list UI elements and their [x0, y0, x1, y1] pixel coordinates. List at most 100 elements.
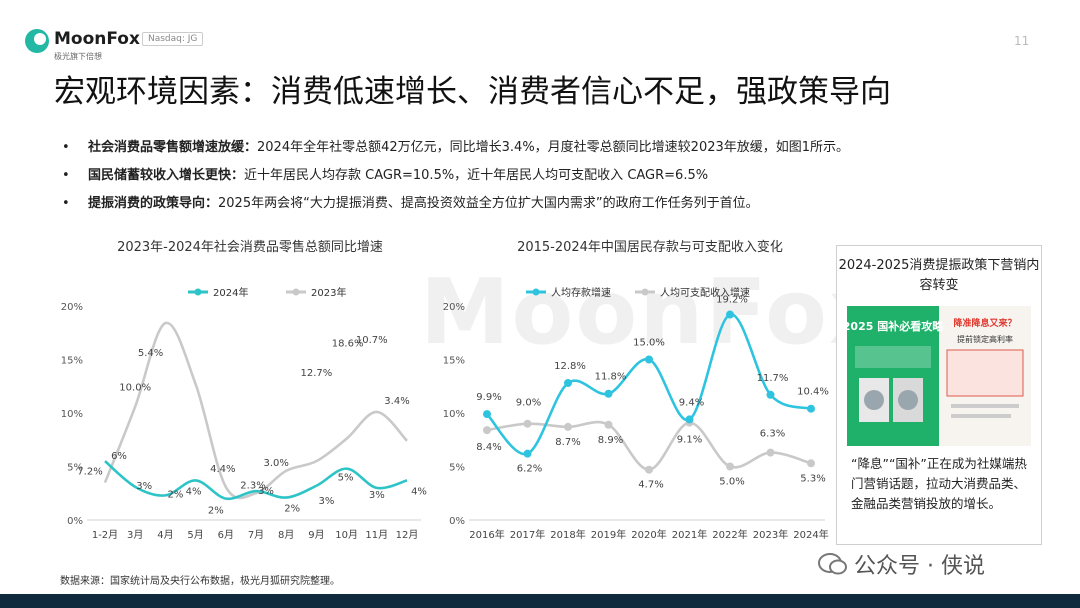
data-label: 2% — [284, 504, 300, 515]
x-tick-label: 12月 — [396, 529, 419, 541]
data-label: 4.4% — [210, 464, 235, 475]
data-label: 4% — [411, 486, 427, 497]
data-label: 2.3% — [240, 480, 265, 491]
data-label: 3.0% — [263, 458, 288, 469]
bullet-text: 2025年两会将“大力提振消费、提高投资效益全方位扩大国内需求”的政府工作任务列… — [218, 196, 759, 211]
data-label: 15.0% — [633, 338, 665, 349]
data-label: 9.4% — [679, 397, 704, 408]
y-tick-label: 20% — [61, 302, 83, 313]
poster-right-subtext: 提前锁定高利率 — [957, 334, 1013, 344]
data-point — [807, 459, 815, 468]
y-tick-label: 10% — [61, 409, 83, 420]
nasdaq-badge: Nasdaq: JG — [142, 32, 204, 46]
moonfox-logo-icon — [25, 29, 49, 53]
policy-callout: 2024-2025消费提振政策下营销内容转变 2025 国补必看攻略 降准降息又… — [836, 245, 1042, 545]
x-tick-label: 11月 — [365, 529, 388, 541]
x-tick-label: 4月 — [157, 529, 173, 541]
data-point — [523, 449, 532, 458]
data-point — [604, 420, 613, 429]
data-label: 18.6% — [332, 339, 364, 350]
data-label: 5.4% — [138, 348, 163, 359]
data-label: 19.2% — [716, 295, 748, 306]
data-label: 3% — [258, 486, 274, 497]
bullet-item: • 提振消费的政策导向：2025年两会将“大力提振消费、提高投资效益全方位扩大国内… — [62, 196, 759, 211]
data-point — [766, 448, 775, 457]
data-point — [807, 404, 815, 413]
legend-marker — [292, 288, 300, 296]
legend-label: 2023年 — [311, 286, 346, 299]
data-label: 6.3% — [760, 429, 785, 440]
wechat-icon — [818, 553, 847, 575]
data-source: 数据来源：国家统计局及央行公布数据，极光月狐研究院整理。 — [60, 576, 340, 587]
data-label: 7.2% — [77, 467, 102, 478]
x-tick-label: 9月 — [308, 529, 324, 541]
data-label: 3.4% — [384, 396, 409, 407]
data-label: 2% — [167, 489, 183, 500]
x-tick-label: 2021年 — [672, 528, 707, 541]
data-label: 3% — [318, 496, 334, 507]
chart1-title: 2023年-2024年社会消费品零售总额同比增速 — [117, 240, 383, 255]
x-tick-label: 5月 — [187, 529, 203, 541]
chart2-title: 2015-2024年中国居民存款与可支配收入变化 — [517, 240, 783, 255]
y-tick-label: 5% — [67, 463, 83, 474]
callout-text: “降息”“国补”正在成为社媒端热门营销话题，拉动大消费品类、金融品类营销投放的增… — [851, 456, 1027, 511]
data-point — [483, 410, 491, 419]
data-label: 11.7% — [757, 373, 789, 384]
bullet-item: • 国民储蓄较收入增长更快：近十年居民人均存款 CAGR=10.5%，近十年居民人… — [62, 168, 709, 183]
background-watermark: MoonFox — [420, 260, 890, 365]
x-tick-label: 2024年 — [793, 528, 828, 541]
y-tick-label: 20% — [443, 302, 465, 313]
chart-retail-growth: 0% 5% 10% 15% 20% 1-2月 3月 4月 5月 6月 7月 8月 9月 10月 11月 12月… — [61, 286, 427, 541]
legend-marker — [641, 288, 649, 296]
series-line-0 — [104, 460, 408, 501]
legend-marker — [532, 288, 540, 296]
data-point — [564, 379, 572, 388]
bullet-text: 近十年居民人均存款 CAGR=10.5%，近十年居民人均可支配收入 CAGR=6… — [244, 168, 709, 183]
y-tick-label: 15% — [443, 356, 465, 367]
legend-label: 2024年 — [213, 286, 248, 299]
data-point — [726, 462, 734, 471]
data-label: 2% — [208, 506, 224, 517]
watermark-text: 公众号 · 侠说 — [854, 554, 985, 579]
x-tick-label: 2017年 — [510, 528, 545, 541]
data-point — [564, 422, 572, 431]
x-tick-label: 3月 — [127, 529, 143, 541]
series-line-0 — [486, 313, 812, 456]
page-title: 宏观环境因素：消费低速增长、消费者信心不足，强政策导向 — [54, 74, 891, 110]
data-label: 9.9% — [476, 392, 501, 403]
data-point — [645, 465, 653, 474]
poster-left-text: 2025 国补必看攻略 — [847, 319, 944, 333]
y-tick-label: 15% — [61, 356, 83, 367]
data-label: 12.7% — [301, 368, 333, 379]
data-point — [685, 415, 694, 424]
y-tick-label: 0% — [67, 516, 83, 527]
data-point — [645, 355, 653, 364]
data-label: 5% — [338, 473, 354, 484]
moonfox-logo: MoonFox 极光旗下倍想 — [24, 26, 214, 66]
data-label: 10.7% — [356, 335, 388, 346]
x-tick-label: 10月 — [335, 529, 358, 541]
x-tick-label: 2023年 — [753, 528, 788, 541]
data-point — [766, 390, 775, 399]
callout-title: 2024-2025消费提振政策下营销内容转变 — [838, 258, 1040, 293]
data-label: 4% — [186, 486, 202, 497]
data-label: 8.9% — [598, 435, 623, 446]
poster-right-text: 降准降息又来？ — [953, 317, 1016, 329]
data-point — [604, 389, 613, 398]
bullet-heading: 社会消费品零售额增速放缓： — [88, 140, 258, 155]
data-point — [726, 310, 734, 319]
data-label: 4.7% — [638, 480, 663, 491]
x-tick-label: 7月 — [248, 529, 264, 541]
data-label: 5.3% — [800, 473, 825, 484]
x-tick-label: 6月 — [218, 529, 234, 541]
data-point — [523, 419, 532, 428]
data-label: 8.7% — [555, 437, 580, 448]
bullet-heading: 国民储蓄较收入增长更快： — [88, 168, 245, 183]
data-point — [483, 426, 491, 435]
legend-label: 人均可支配收入增速 — [660, 286, 750, 299]
data-label: 10.0% — [119, 383, 151, 394]
legend-label: 人均存款增速 — [551, 286, 611, 299]
page-number: 11 — [1014, 34, 1030, 48]
data-label: 9.1% — [677, 435, 702, 446]
series-line-1 — [103, 321, 408, 500]
